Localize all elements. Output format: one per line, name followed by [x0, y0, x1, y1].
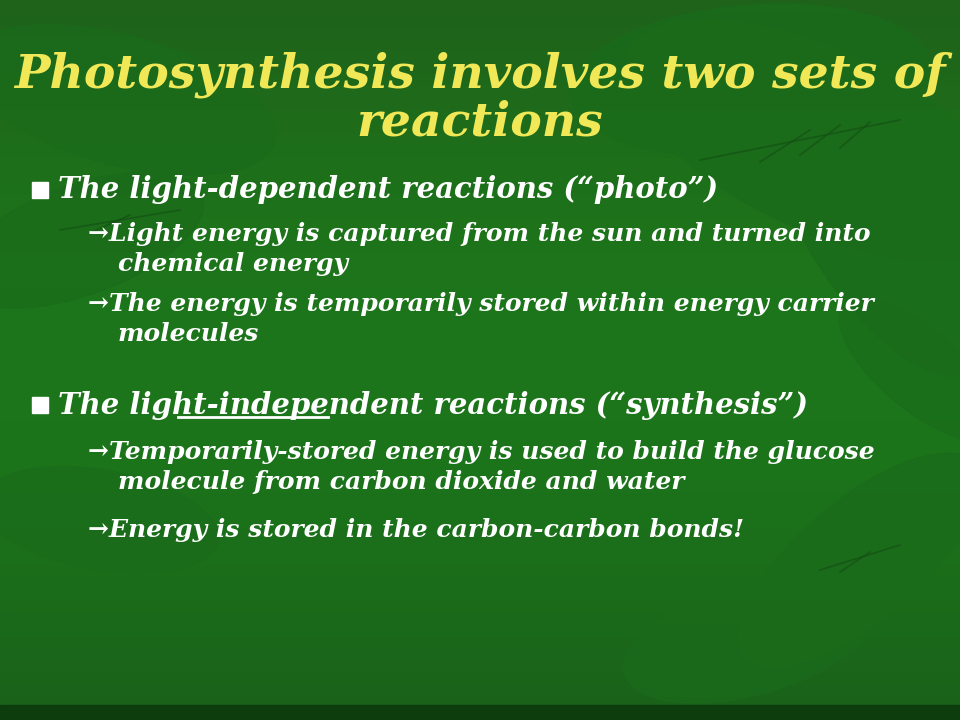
- Bar: [0, 706, 960, 720]
- Bar: [0, 0, 960, 12]
- Bar: [0, 166, 960, 180]
- Bar: [0, 526, 960, 540]
- Bar: [0, 658, 960, 672]
- Bar: [0, 538, 960, 552]
- Bar: [0, 394, 960, 408]
- Bar: [0, 502, 960, 516]
- Bar: [0, 106, 960, 120]
- Bar: [0, 58, 960, 72]
- Bar: [0, 610, 960, 624]
- Text: →Temporarily-stored energy is used to build the glucose: →Temporarily-stored energy is used to bu…: [88, 440, 875, 464]
- Bar: [0, 514, 960, 528]
- Bar: [0, 274, 960, 288]
- Bar: [0, 226, 960, 240]
- Text: reactions: reactions: [356, 99, 604, 145]
- Bar: [0, 406, 960, 420]
- Bar: [0, 634, 960, 648]
- Bar: [0, 478, 960, 492]
- Bar: [0, 574, 960, 588]
- Bar: [0, 262, 960, 276]
- Bar: [0, 298, 960, 312]
- Bar: [0, 202, 960, 216]
- Ellipse shape: [839, 299, 960, 441]
- Bar: [0, 550, 960, 564]
- Bar: [0, 94, 960, 108]
- Bar: [0, 250, 960, 264]
- Text: Photosynthesis involves two sets of: Photosynthesis involves two sets of: [14, 52, 946, 98]
- Bar: [0, 598, 960, 612]
- Bar: [0, 310, 960, 324]
- Bar: [0, 34, 960, 48]
- Bar: [0, 382, 960, 396]
- Bar: [0, 118, 960, 132]
- Bar: [0, 10, 960, 24]
- Bar: [0, 190, 960, 204]
- Ellipse shape: [739, 453, 960, 667]
- Ellipse shape: [0, 24, 276, 175]
- Ellipse shape: [624, 577, 876, 703]
- Bar: [0, 82, 960, 96]
- Ellipse shape: [0, 467, 219, 573]
- Ellipse shape: [0, 172, 204, 308]
- Bar: [0, 418, 960, 432]
- Bar: [0, 622, 960, 636]
- Bar: [0, 322, 960, 336]
- Bar: [0, 694, 960, 708]
- Bar: [0, 646, 960, 660]
- Bar: [0, 370, 960, 384]
- Bar: [0, 334, 960, 348]
- Bar: [0, 70, 960, 84]
- Bar: [0, 430, 960, 444]
- Text: →The energy is temporarily stored within energy carrier: →The energy is temporarily stored within…: [88, 292, 874, 316]
- Text: molecules: molecules: [118, 322, 259, 346]
- Bar: [0, 178, 960, 192]
- Bar: [0, 46, 960, 60]
- Text: chemical energy: chemical energy: [118, 252, 348, 276]
- Bar: [0, 214, 960, 228]
- Bar: [0, 586, 960, 600]
- Bar: [0, 670, 960, 684]
- Bar: [0, 562, 960, 576]
- Ellipse shape: [774, 104, 960, 377]
- Bar: [32, 182, 48, 198]
- Bar: [0, 454, 960, 468]
- Bar: [0, 142, 960, 156]
- Bar: [0, 154, 960, 168]
- Bar: [0, 490, 960, 504]
- Bar: [32, 397, 48, 413]
- Text: molecule from carbon dioxide and water: molecule from carbon dioxide and water: [118, 470, 684, 494]
- Bar: [0, 705, 960, 720]
- Bar: [0, 22, 960, 36]
- Bar: [0, 442, 960, 456]
- Text: →Light energy is captured from the sun and turned into: →Light energy is captured from the sun a…: [88, 222, 871, 246]
- Ellipse shape: [570, 4, 929, 156]
- Bar: [0, 238, 960, 252]
- Bar: [0, 682, 960, 696]
- Bar: [0, 286, 960, 300]
- Bar: [0, 466, 960, 480]
- Ellipse shape: [626, 19, 960, 261]
- Text: The light-dependent reactions (“photo”): The light-dependent reactions (“photo”): [58, 176, 718, 204]
- Text: →Energy is stored in the carbon-carbon bonds!: →Energy is stored in the carbon-carbon b…: [88, 518, 744, 542]
- Bar: [0, 358, 960, 372]
- Text: The light-independent reactions (“synthesis”): The light-independent reactions (“synthe…: [58, 390, 808, 420]
- Bar: [0, 346, 960, 360]
- Bar: [0, 130, 960, 144]
